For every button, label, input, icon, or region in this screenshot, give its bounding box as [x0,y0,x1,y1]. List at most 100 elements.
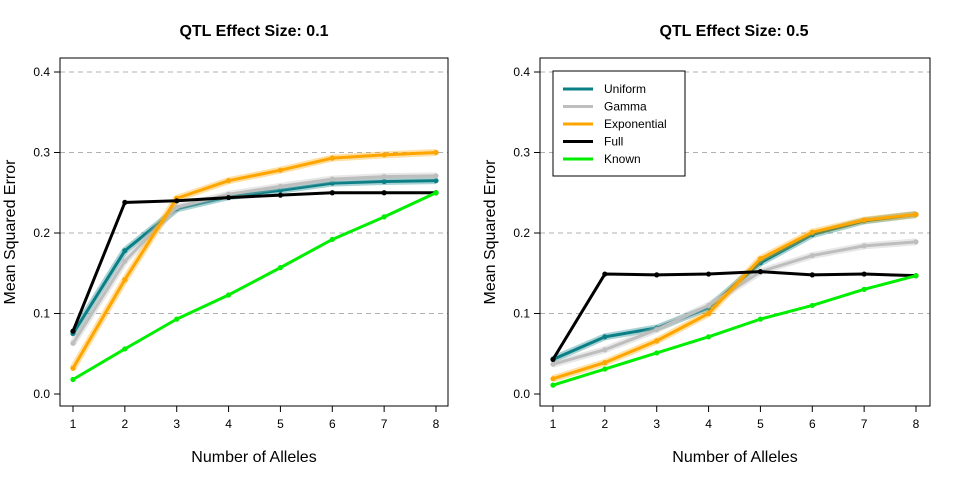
y-axis-label: Mean Squared Error [2,159,19,305]
data-point-gamma [433,173,439,179]
series-line-known [552,274,917,387]
data-point-exponential [809,229,815,235]
series-line-known [72,191,437,381]
x-tick-label: 3 [653,417,660,431]
y-tick-label: 0.4 [513,65,530,79]
data-point-full [225,194,232,201]
legend: Uniform Gamma Exponential Full Known [552,70,686,177]
data-point-exponential [122,277,128,283]
data-point-known [705,334,712,340]
x-tick-label: 3 [173,417,180,431]
data-point-exponential [329,155,335,161]
data-point-known [174,316,180,322]
data-point-full [705,271,712,277]
series-band-gamma [552,238,917,368]
legend-label-uniform: Uniform [604,82,646,96]
data-point-uniform [381,178,387,185]
chart-panel-2: QTL Effect Size: 0.5 0.0 0.1 0.2 0.3 0.4 1 2 3 4 5… [482,23,931,466]
y-tick-label: 0.2 [33,226,50,240]
series-line-exponential [71,151,437,369]
x-axis-label: Number of Alleles [672,449,797,466]
data-point-gamma [809,252,815,259]
x-tick-label: 5 [277,417,284,431]
data-point-exponential [225,178,232,184]
y-tick-label: 0.1 [33,307,50,321]
data-point-full [122,199,128,206]
y-axis-label: Mean Squared Error [482,159,499,305]
data-point-exponential [602,360,608,366]
data-point-gamma [329,176,335,182]
plot-frame [59,57,449,407]
x-tick-label: 6 [809,417,816,431]
x-tick-label: 8 [913,417,920,431]
data-point-gamma [122,258,128,264]
data-point-known [550,382,556,388]
data-point-known [277,265,284,271]
y-tick-label: 0.0 [513,387,530,401]
data-point-gamma [277,183,284,189]
y-tick-label: 0.1 [513,307,530,321]
data-point-gamma [654,327,660,333]
y-tick-label: 0.4 [33,65,50,79]
x-tick-label: 5 [757,417,764,431]
data-point-exponential [913,211,919,218]
data-point-full [381,190,387,196]
y-tick-label: 0.3 [33,146,50,160]
series-line-full [71,191,436,332]
series-line-uniform [71,179,437,335]
data-point-exponential [70,365,76,371]
data-point-known [861,286,867,292]
data-point-exponential [277,167,284,173]
data-point-full [809,272,815,278]
data-point-exponential [433,149,439,156]
data-point-known [809,302,815,309]
data-point-exponential [705,310,712,317]
legend-label-full: Full [604,135,623,149]
data-point-exponential [550,376,556,382]
data-point-known [602,366,608,372]
x-tick-label: 7 [381,417,388,431]
x-tick-label: 1 [550,417,557,431]
data-point-full [757,269,764,275]
data-point-known [329,236,335,243]
x-tick-label: 2 [122,417,129,431]
data-point-gamma [70,340,76,346]
data-point-exponential [757,256,764,262]
data-point-exponential [654,338,660,344]
series-line-exponential [552,212,917,381]
data-point-gamma [550,361,556,367]
plot-frame [539,57,931,407]
data-point-known [913,273,919,279]
y-tick-label: 0.2 [513,226,530,240]
data-point-known [122,346,128,352]
y-tick-label: 0.3 [513,146,530,160]
data-point-gamma [861,243,867,249]
data-point-gamma [174,204,180,210]
data-point-exponential [861,217,867,223]
data-point-full [70,328,76,334]
data-point-known [70,376,76,383]
x-tick-label: 2 [602,417,609,431]
x-tick-label: 7 [861,417,868,431]
x-axis-label: Number of Alleles [191,449,316,466]
data-point-full [550,356,556,362]
data-point-uniform [602,334,608,340]
data-point-full [654,272,660,278]
data-point-uniform [329,180,335,186]
data-point-exponential [381,152,387,158]
data-point-full [277,192,284,198]
data-point-gamma [913,239,919,245]
x-tick-label: 6 [329,417,336,431]
data-point-uniform [277,187,284,193]
data-point-known [654,350,660,356]
chart-title: QTL Effect Size: 0.1 [179,23,328,40]
data-point-full [861,271,867,277]
x-tick-label: 4 [705,417,712,431]
series-line-gamma [71,174,437,345]
legend-label-gamma: Gamma [604,100,647,114]
x-tick-label: 1 [70,417,77,431]
data-point-gamma [381,174,387,180]
legend-label-known: Known [604,152,641,166]
series-line-full [551,270,917,361]
